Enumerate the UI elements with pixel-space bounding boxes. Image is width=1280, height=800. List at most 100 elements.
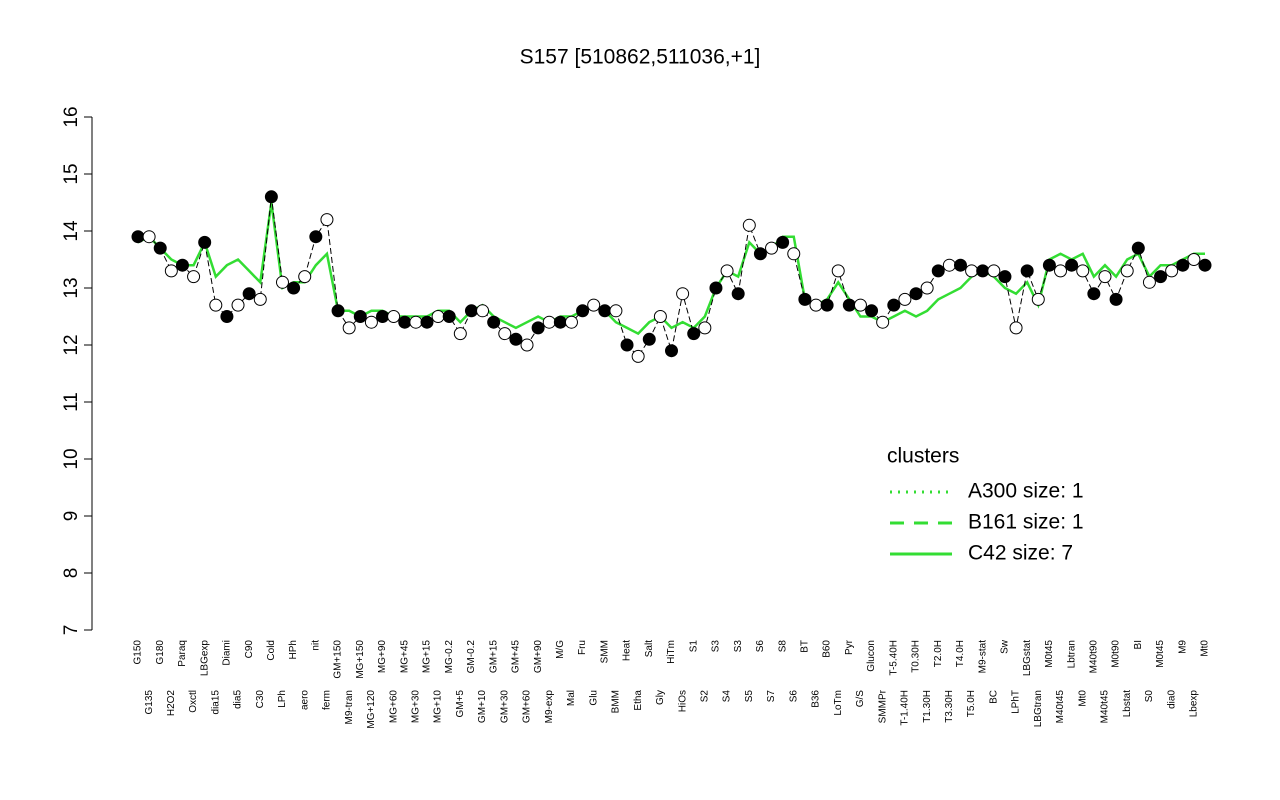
x-tick-label: M0t45: [1155, 640, 1166, 668]
x-tick-label: S7: [766, 690, 777, 703]
x-tick-label: ferm: [322, 690, 333, 710]
x-tick-label: M40t45: [1100, 690, 1111, 724]
y-tick-label: 12: [61, 334, 82, 355]
x-tick-label: M0t45: [1044, 640, 1055, 668]
x-tick-label: SMM: [599, 640, 610, 663]
point: [965, 264, 979, 278]
x-tick-label: dia15: [210, 690, 221, 715]
x-tick-label: G135: [144, 690, 155, 715]
point: [620, 338, 634, 352]
x-tick-label: LPh: [277, 690, 288, 708]
y-tick-label: 10: [61, 448, 82, 469]
x-tick-label: B36: [811, 690, 822, 708]
x-tick-label: Heat: [622, 640, 633, 661]
x-tick-label: T2.0H: [933, 640, 944, 667]
point: [976, 264, 990, 278]
x-tick-label: SMMPr: [877, 689, 888, 723]
point: [609, 304, 623, 318]
legend-title: clusters: [887, 445, 959, 468]
x-tick-label: M/G: [555, 640, 566, 659]
point: [398, 315, 412, 329]
x-tick-label: LPhT: [1011, 690, 1022, 714]
point: [1054, 264, 1068, 278]
point: [364, 315, 378, 329]
x-tick-label: MG+150: [355, 640, 366, 679]
point: [1098, 270, 1112, 284]
y-tick-label: 9: [61, 511, 82, 522]
x-tick-label: M40t45: [1055, 690, 1066, 724]
point: [275, 275, 289, 289]
x-tick-label: Mal: [566, 690, 577, 706]
x-tick-label: M9-stat: [977, 640, 988, 674]
point: [1076, 264, 1090, 278]
x-tick-label: nit: [310, 640, 321, 651]
point: [820, 298, 834, 312]
point: [1042, 258, 1056, 272]
point: [1087, 287, 1101, 301]
x-tick-label: S6: [788, 690, 799, 703]
point: [987, 264, 1001, 278]
point: [387, 310, 401, 323]
point: [598, 304, 612, 318]
x-tick-label: MG+45: [399, 640, 410, 674]
point: [631, 349, 645, 363]
point: [442, 310, 456, 323]
x-tick-label: C30: [255, 690, 266, 709]
point: [487, 315, 501, 329]
x-tick-label: BT: [800, 640, 811, 653]
x-tick-label: M9: [1177, 640, 1188, 654]
point: [164, 264, 178, 278]
point: [220, 310, 234, 323]
point: [531, 321, 545, 335]
point: [1120, 264, 1134, 278]
point: [564, 315, 578, 329]
x-tick-label: G150: [133, 640, 144, 665]
x-tick-label: MG+60: [388, 690, 399, 724]
point: [1165, 264, 1179, 278]
point: [576, 304, 590, 318]
point: [853, 298, 867, 312]
point: [698, 321, 712, 335]
point: [942, 258, 956, 272]
x-tick-label: T3.30H: [944, 690, 955, 723]
chart-title: S157 [510862,511036,+1]: [520, 46, 761, 69]
point: [153, 241, 167, 255]
point: [353, 310, 367, 323]
point: [676, 287, 690, 301]
point: [642, 332, 656, 346]
point: [842, 298, 856, 312]
point: [498, 327, 512, 341]
point: [1187, 253, 1201, 266]
point: [731, 287, 745, 301]
x-tick-label: GM+5: [455, 690, 466, 718]
x-tick-label: Oxctl: [188, 690, 199, 713]
x-tick-label: Glucon: [866, 640, 877, 672]
x-tick-label: S8: [777, 640, 788, 653]
x-tick-label: aero: [299, 690, 310, 710]
x-tick-label: T1.30H: [922, 690, 933, 723]
x-tick-label: dia5: [233, 690, 244, 709]
y-tick-label: 11: [61, 392, 82, 412]
x-tick-label: MG-0.2: [444, 640, 455, 674]
point: [1020, 264, 1034, 278]
x-tick-label: Cold: [266, 640, 277, 661]
x-tick-label: H2O2: [166, 690, 177, 717]
x-tick-label: GM+60: [522, 690, 533, 724]
x-tick-label: T0.30H: [911, 640, 922, 673]
x-tick-label: M40t90: [1088, 640, 1099, 674]
x-tick-label: dia0: [1166, 690, 1177, 709]
x-tick-label: LBGtran: [1033, 690, 1044, 727]
point: [509, 332, 523, 346]
point: [876, 315, 890, 329]
series-line: [137, 202, 1205, 336]
point: [131, 230, 145, 244]
x-tick-label: S4: [722, 690, 733, 703]
x-tick-label: GM+150: [333, 640, 344, 679]
y-tick-label: 8: [61, 568, 82, 579]
x-tick-label: MG+15: [422, 640, 433, 674]
point: [231, 298, 245, 312]
x-tick-label: S1: [688, 640, 699, 653]
point: [1031, 292, 1045, 306]
x-tick-label: Mt0: [1200, 640, 1211, 657]
